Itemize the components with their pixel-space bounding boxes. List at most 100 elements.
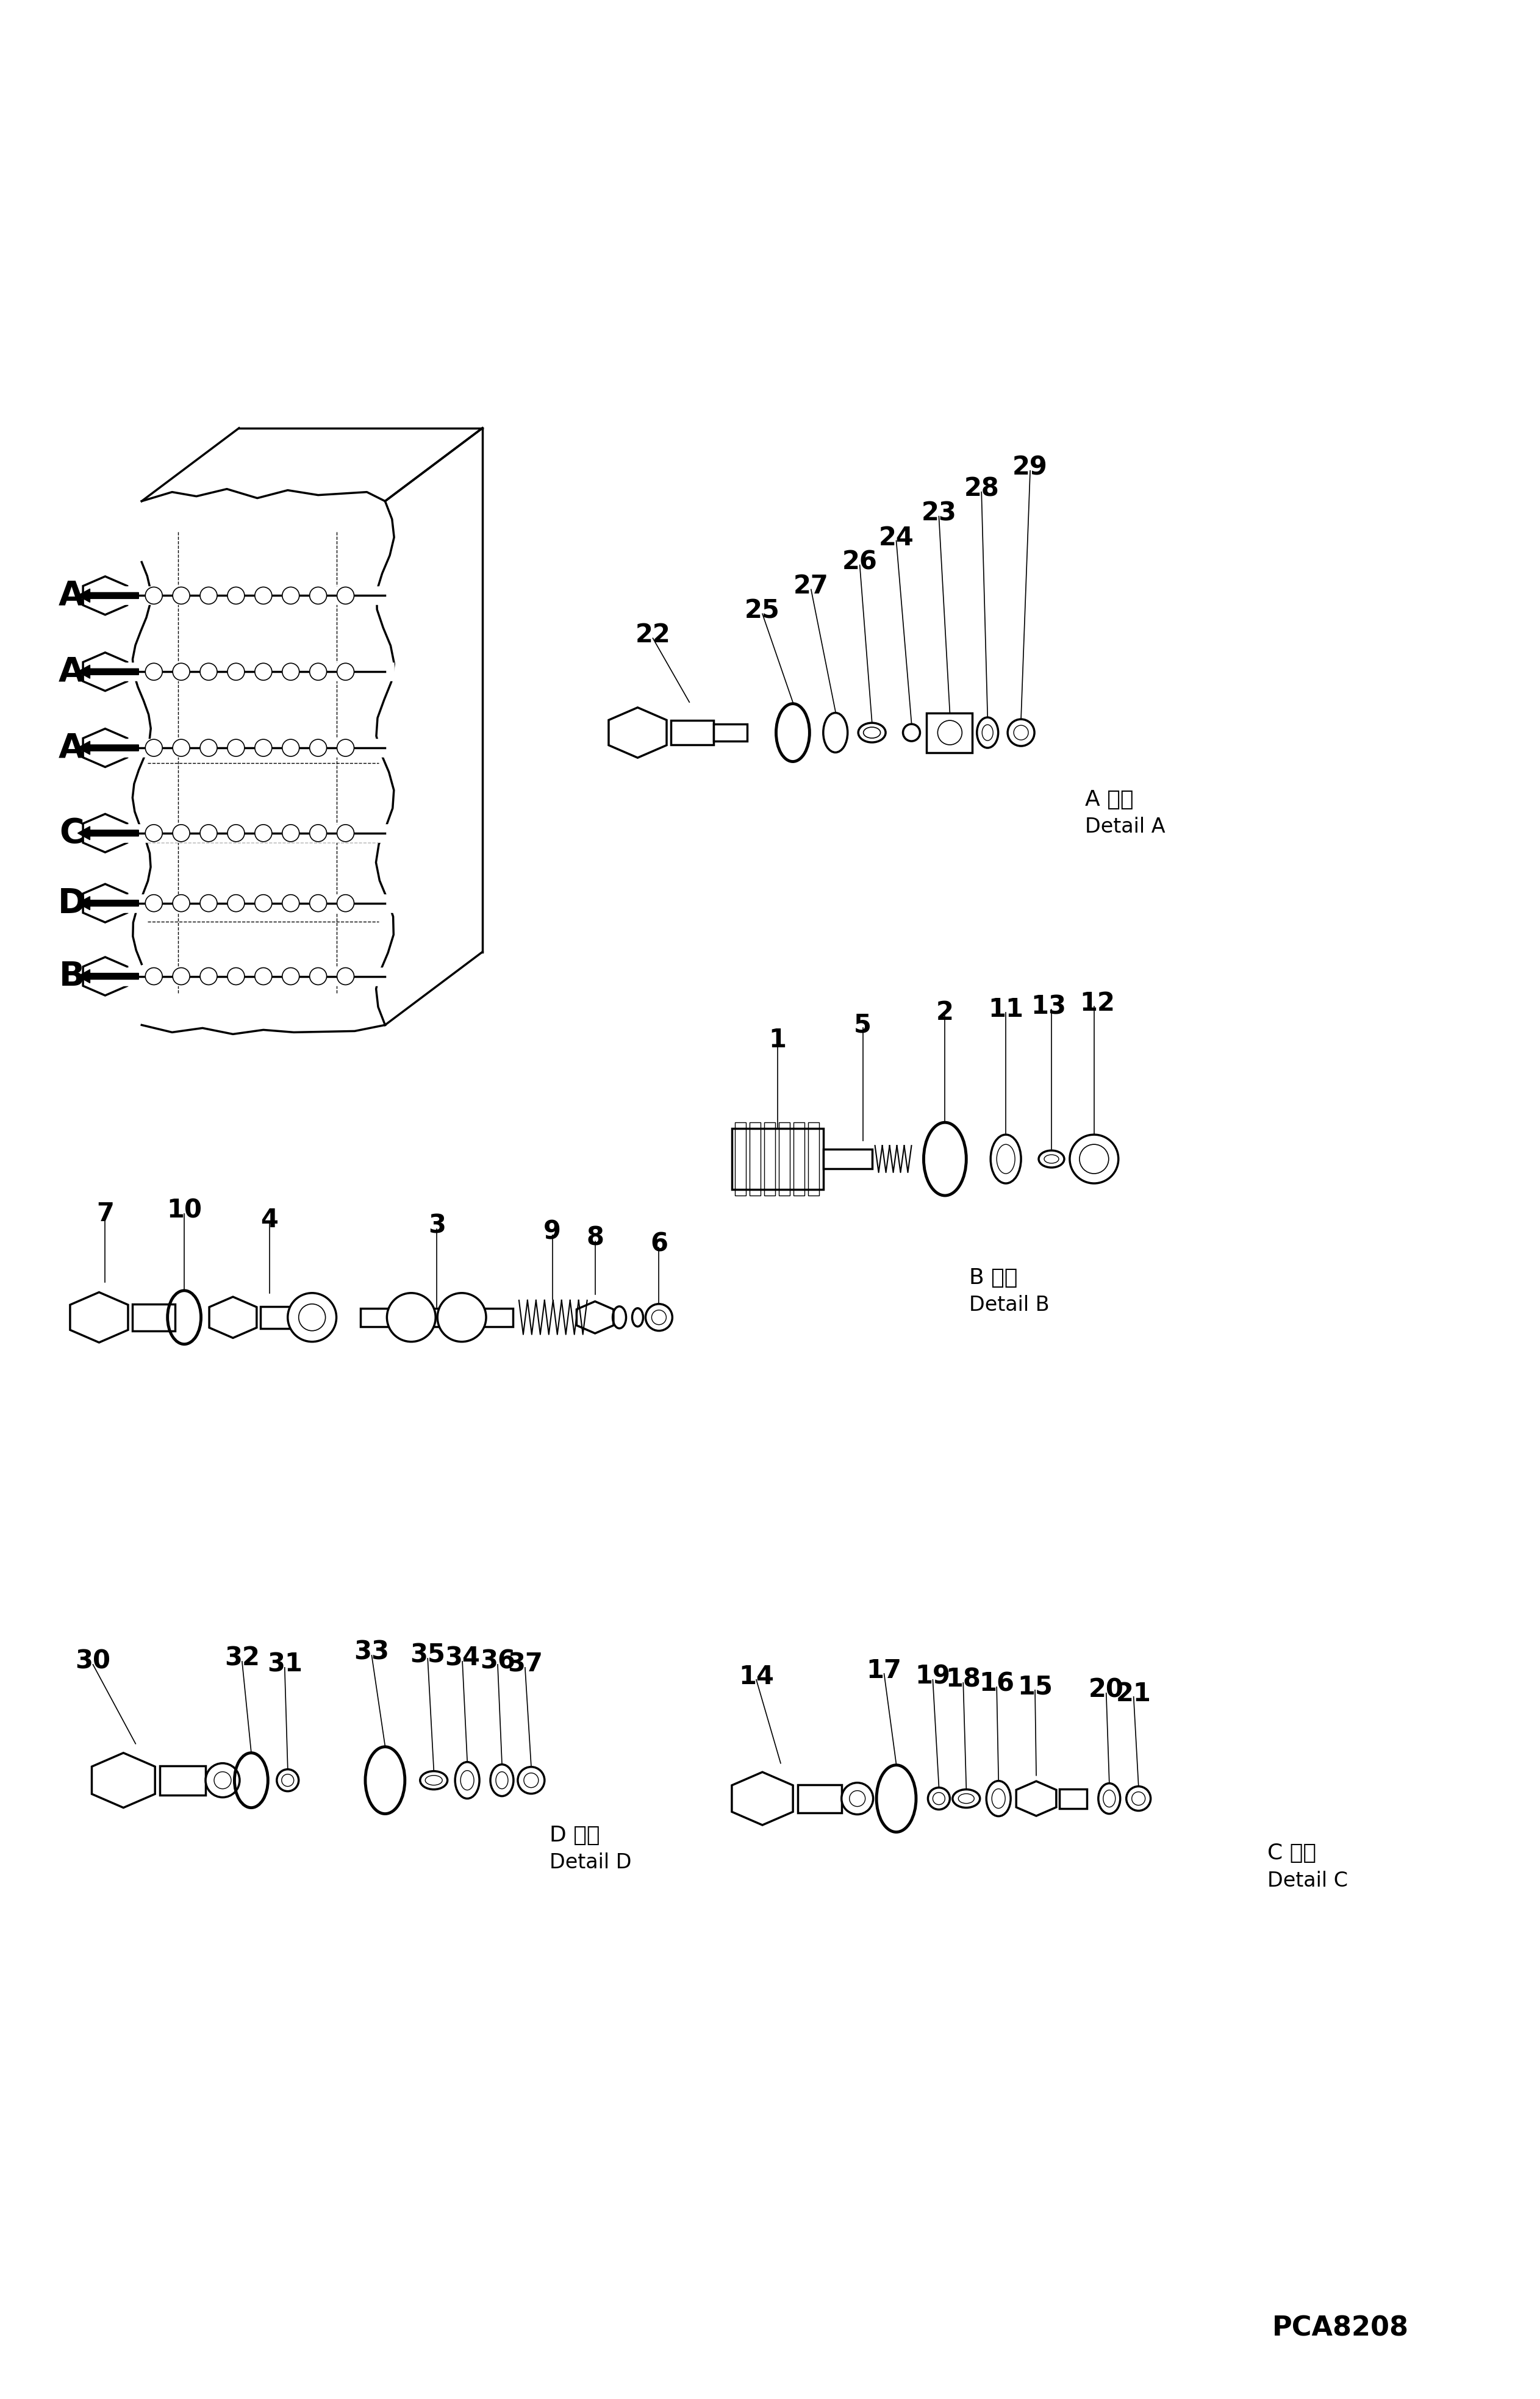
Text: 37: 37 xyxy=(507,1653,542,1677)
Text: 26: 26 xyxy=(842,549,878,576)
Circle shape xyxy=(282,825,299,842)
Text: 13: 13 xyxy=(1030,993,1066,1020)
Text: 3: 3 xyxy=(428,1214,445,1238)
Circle shape xyxy=(200,895,217,912)
Text: 31: 31 xyxy=(266,1653,302,1677)
Text: 7: 7 xyxy=(97,1202,114,1226)
Text: 6: 6 xyxy=(650,1231,668,1257)
Text: 27: 27 xyxy=(793,573,829,600)
Polygon shape xyxy=(732,1773,793,1826)
Bar xyxy=(793,1123,804,1195)
Text: 10: 10 xyxy=(166,1197,202,1223)
Text: 34: 34 xyxy=(445,1646,480,1672)
Polygon shape xyxy=(83,653,128,691)
Circle shape xyxy=(310,588,326,605)
Polygon shape xyxy=(1016,1780,1056,1816)
Polygon shape xyxy=(92,1754,156,1809)
Circle shape xyxy=(337,825,354,842)
Circle shape xyxy=(200,662,217,681)
Text: 5: 5 xyxy=(855,1012,872,1039)
Circle shape xyxy=(205,1763,240,1797)
Circle shape xyxy=(437,1293,487,1341)
Circle shape xyxy=(145,825,162,842)
Text: Detail D: Detail D xyxy=(550,1852,631,1874)
Circle shape xyxy=(387,1293,436,1341)
FancyArrow shape xyxy=(77,969,139,984)
Circle shape xyxy=(172,662,189,681)
Text: 29: 29 xyxy=(1012,456,1047,480)
Circle shape xyxy=(310,895,326,912)
Polygon shape xyxy=(71,1293,128,1343)
Circle shape xyxy=(228,967,245,986)
Circle shape xyxy=(172,825,189,842)
Bar xyxy=(671,720,713,744)
Circle shape xyxy=(288,1293,336,1341)
Text: 1: 1 xyxy=(768,1027,787,1053)
Bar xyxy=(808,1123,819,1195)
Circle shape xyxy=(172,588,189,605)
Text: Detail C: Detail C xyxy=(1267,1871,1348,1890)
Text: 23: 23 xyxy=(921,501,956,525)
Text: 2: 2 xyxy=(936,1000,953,1027)
Text: 35: 35 xyxy=(410,1643,445,1667)
Text: 21: 21 xyxy=(1116,1682,1152,1706)
Bar xyxy=(1060,1790,1087,1809)
Circle shape xyxy=(337,895,354,912)
Circle shape xyxy=(841,1782,873,1814)
Bar xyxy=(779,1123,790,1195)
Bar xyxy=(750,1123,761,1195)
Bar xyxy=(824,1149,872,1168)
Circle shape xyxy=(145,662,162,681)
Polygon shape xyxy=(608,708,667,758)
Circle shape xyxy=(337,662,354,681)
Bar xyxy=(260,1307,294,1329)
Text: C 詳細: C 詳細 xyxy=(1267,1842,1317,1864)
Circle shape xyxy=(228,825,245,842)
Text: 28: 28 xyxy=(964,475,999,501)
Polygon shape xyxy=(83,576,128,614)
Polygon shape xyxy=(83,813,128,852)
Text: 8: 8 xyxy=(587,1226,604,1250)
Circle shape xyxy=(282,967,299,986)
Text: 9: 9 xyxy=(544,1219,561,1245)
Text: A 詳細: A 詳細 xyxy=(1084,789,1133,811)
Circle shape xyxy=(337,739,354,756)
Circle shape xyxy=(200,825,217,842)
Circle shape xyxy=(282,895,299,912)
Text: 15: 15 xyxy=(1018,1675,1053,1701)
Text: A: A xyxy=(59,732,85,765)
Bar xyxy=(798,1785,841,1814)
Circle shape xyxy=(310,739,326,756)
Text: 24: 24 xyxy=(879,525,913,549)
Circle shape xyxy=(145,588,162,605)
Text: B 詳細: B 詳細 xyxy=(969,1267,1018,1288)
FancyArrow shape xyxy=(77,897,139,909)
Circle shape xyxy=(282,662,299,681)
Circle shape xyxy=(254,895,273,912)
Circle shape xyxy=(254,739,273,756)
Text: 12: 12 xyxy=(1080,991,1115,1017)
Circle shape xyxy=(228,662,245,681)
Text: PCA8208: PCA8208 xyxy=(1272,2315,1409,2341)
Polygon shape xyxy=(83,729,128,768)
FancyArrow shape xyxy=(77,665,139,679)
FancyArrow shape xyxy=(77,741,139,756)
Circle shape xyxy=(310,825,326,842)
Text: 17: 17 xyxy=(867,1658,902,1684)
Polygon shape xyxy=(83,957,128,996)
Bar xyxy=(132,1305,176,1331)
Text: 32: 32 xyxy=(225,1646,260,1672)
Text: 25: 25 xyxy=(745,597,779,624)
Circle shape xyxy=(337,967,354,986)
Bar xyxy=(713,724,747,741)
Circle shape xyxy=(200,588,217,605)
Circle shape xyxy=(282,739,299,756)
Circle shape xyxy=(254,825,273,842)
Polygon shape xyxy=(83,883,128,921)
Text: 33: 33 xyxy=(354,1639,390,1665)
Text: B: B xyxy=(59,960,85,993)
Circle shape xyxy=(145,967,162,986)
Bar xyxy=(927,713,972,753)
Text: A: A xyxy=(59,655,85,689)
Circle shape xyxy=(145,895,162,912)
